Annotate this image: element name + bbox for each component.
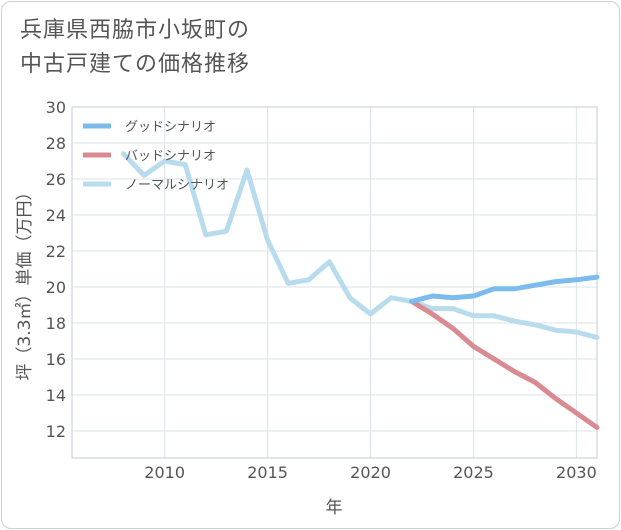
plot-area-frame: [71, 106, 598, 459]
chart-title: 兵庫県西脇市小坂町の 中古戸建ての価格推移: [20, 14, 250, 82]
legend-label: グッドシナリオ: [125, 120, 216, 135]
series-line-1: [409, 298, 600, 430]
y-tick-label: 30: [46, 98, 66, 117]
legend-label: ノーマルシナリオ: [125, 178, 229, 193]
y-tick-label: 14: [46, 386, 66, 405]
y-tick-label: 22: [46, 242, 66, 261]
grid-lines: [72, 106, 597, 458]
x-axis-label: 年: [326, 498, 343, 518]
y-tick-label: 28: [46, 134, 66, 153]
y-tick-label: 16: [46, 350, 66, 369]
axis-ticks: 12 14 16 18 20 22 24 26 28 30 2010 2015 2020 2025 2030: [46, 98, 597, 482]
series-lines: [121, 151, 600, 430]
x-tick-label: 2030: [556, 463, 597, 482]
series-line-2: [121, 151, 600, 340]
chart-title-line-1: 兵庫県西脇市小坂町の: [20, 18, 251, 43]
legend-label: バッドシナリオ: [125, 149, 216, 164]
y-tick-label: 18: [46, 314, 66, 333]
y-tick-label: 12: [46, 422, 66, 441]
y-tick-label: 20: [46, 278, 66, 297]
x-tick-label: 2015: [247, 463, 288, 482]
x-tick-label: 2020: [350, 463, 391, 482]
chart-title-line-2: 中古戸建ての価格推移: [20, 52, 251, 77]
x-tick-label: 2025: [453, 463, 494, 482]
series-line-0: [409, 274, 600, 304]
y-tick-label: 26: [46, 170, 66, 189]
x-tick-label: 2010: [144, 463, 185, 482]
y-axis-label: 坪（3.3㎡）単価（万円）: [15, 183, 35, 380]
y-tick-label: 24: [46, 206, 66, 225]
